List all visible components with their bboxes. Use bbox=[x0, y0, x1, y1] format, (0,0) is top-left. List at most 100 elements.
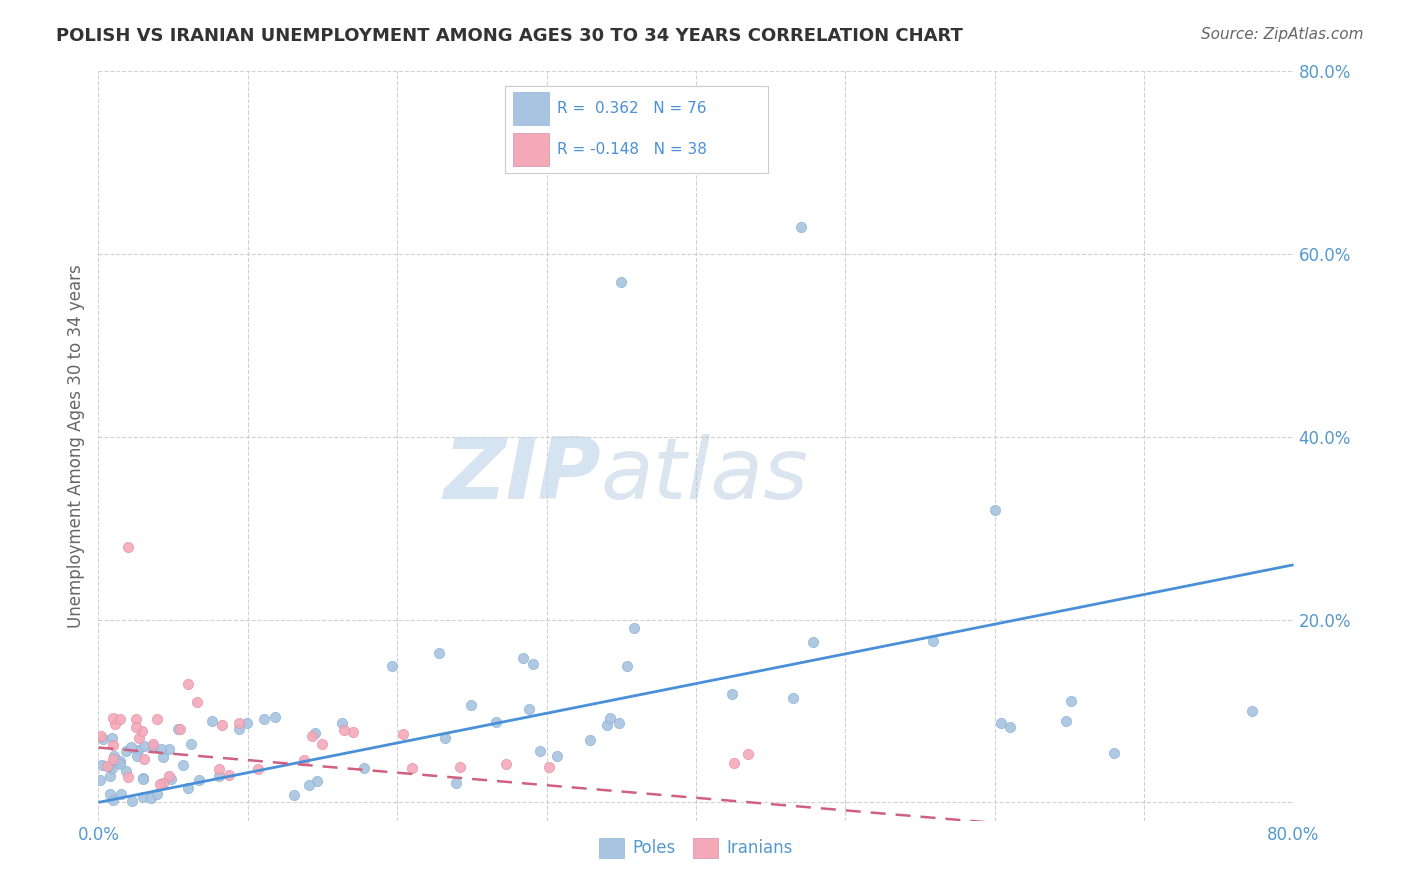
Point bbox=[485, 714, 508, 729]
Point bbox=[228, 716, 250, 731]
Point bbox=[110, 757, 132, 772]
Point bbox=[342, 725, 364, 739]
Point bbox=[1102, 747, 1125, 761]
Point bbox=[157, 769, 180, 783]
Point bbox=[132, 771, 155, 785]
Point bbox=[304, 726, 326, 740]
Point bbox=[211, 718, 233, 732]
Point bbox=[434, 731, 457, 745]
Point bbox=[264, 710, 287, 724]
Point bbox=[142, 739, 165, 753]
Point bbox=[132, 752, 155, 766]
Point bbox=[522, 657, 544, 672]
Point bbox=[172, 757, 194, 772]
Point bbox=[108, 755, 131, 769]
Point bbox=[208, 763, 231, 777]
Point bbox=[146, 711, 169, 725]
Point bbox=[101, 711, 124, 725]
Point bbox=[187, 772, 209, 787]
Point bbox=[180, 738, 202, 752]
Point bbox=[1241, 704, 1264, 718]
Point bbox=[495, 756, 517, 771]
Point bbox=[96, 759, 118, 773]
Point bbox=[789, 219, 811, 234]
Point bbox=[311, 737, 333, 751]
Point bbox=[446, 776, 468, 790]
Point bbox=[117, 540, 139, 554]
Point bbox=[292, 753, 315, 767]
Point bbox=[623, 622, 645, 636]
Point bbox=[449, 760, 471, 774]
Point bbox=[721, 687, 744, 701]
Point bbox=[169, 722, 191, 736]
Point bbox=[98, 787, 121, 801]
Point bbox=[990, 715, 1012, 730]
Point bbox=[141, 790, 163, 805]
Point bbox=[101, 761, 124, 775]
Point bbox=[132, 789, 155, 804]
Point bbox=[616, 658, 638, 673]
Point bbox=[120, 739, 142, 754]
Point bbox=[512, 651, 534, 665]
Text: Source: ZipAtlas.com: Source: ZipAtlas.com bbox=[1201, 27, 1364, 42]
Point bbox=[159, 742, 181, 756]
Point bbox=[610, 275, 633, 289]
Point bbox=[89, 772, 111, 787]
Point bbox=[128, 731, 150, 745]
Point bbox=[283, 789, 305, 803]
Point bbox=[537, 760, 560, 774]
Point bbox=[201, 714, 224, 728]
Point bbox=[460, 698, 482, 713]
Point bbox=[90, 729, 112, 743]
Point bbox=[737, 747, 759, 762]
Point bbox=[98, 769, 121, 783]
Point bbox=[101, 751, 124, 765]
Point bbox=[546, 749, 568, 764]
Point bbox=[97, 759, 120, 773]
Point bbox=[801, 635, 824, 649]
Point bbox=[115, 744, 138, 758]
Point bbox=[90, 758, 112, 772]
Point bbox=[125, 748, 148, 763]
Point bbox=[127, 743, 149, 757]
Point bbox=[117, 770, 139, 784]
Point bbox=[301, 730, 323, 744]
Point bbox=[131, 772, 153, 787]
Point bbox=[1000, 720, 1022, 734]
Point bbox=[177, 676, 200, 690]
Point bbox=[103, 793, 125, 807]
Point bbox=[149, 742, 172, 756]
Point bbox=[427, 646, 450, 660]
Text: POLISH VS IRANIAN UNEMPLOYMENT AMONG AGES 30 TO 34 YEARS CORRELATION CHART: POLISH VS IRANIAN UNEMPLOYMENT AMONG AGE… bbox=[56, 27, 963, 45]
Point bbox=[1060, 694, 1083, 708]
Point bbox=[131, 724, 153, 739]
Point bbox=[401, 761, 423, 775]
Point bbox=[177, 780, 200, 795]
Point bbox=[596, 717, 619, 731]
Point bbox=[149, 777, 172, 791]
Point bbox=[125, 720, 148, 734]
Point bbox=[103, 748, 125, 763]
Point bbox=[236, 715, 259, 730]
Text: ZIP: ZIP bbox=[443, 434, 600, 517]
Point bbox=[125, 712, 148, 726]
Y-axis label: Unemployment Among Ages 30 to 34 years: Unemployment Among Ages 30 to 34 years bbox=[66, 264, 84, 628]
Point bbox=[333, 723, 356, 737]
Point bbox=[110, 787, 132, 801]
Point bbox=[101, 731, 124, 745]
Point bbox=[207, 769, 229, 783]
Point bbox=[723, 756, 745, 771]
Point bbox=[152, 749, 174, 764]
Point bbox=[984, 503, 1007, 517]
Point bbox=[353, 761, 375, 775]
Point bbox=[517, 702, 540, 716]
Text: atlas: atlas bbox=[600, 434, 808, 517]
Point bbox=[381, 659, 404, 673]
Point bbox=[104, 717, 127, 731]
Point bbox=[134, 739, 156, 753]
Point bbox=[921, 634, 943, 648]
Point bbox=[599, 711, 621, 725]
Point bbox=[110, 712, 132, 726]
Legend: Poles, Iranians: Poles, Iranians bbox=[593, 831, 799, 864]
Point bbox=[609, 715, 631, 730]
